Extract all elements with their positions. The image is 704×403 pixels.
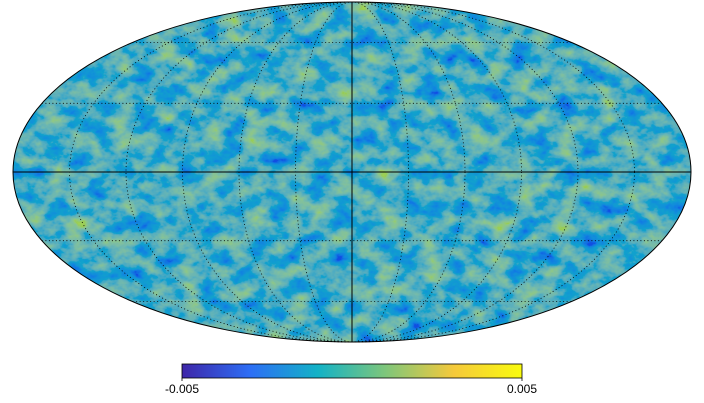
colorbar-tick-label: -0.005	[165, 382, 199, 396]
colorbar	[181, 363, 523, 379]
map-outline	[12, 1, 692, 343]
colorbar-tick-label: 0.005	[507, 382, 537, 396]
